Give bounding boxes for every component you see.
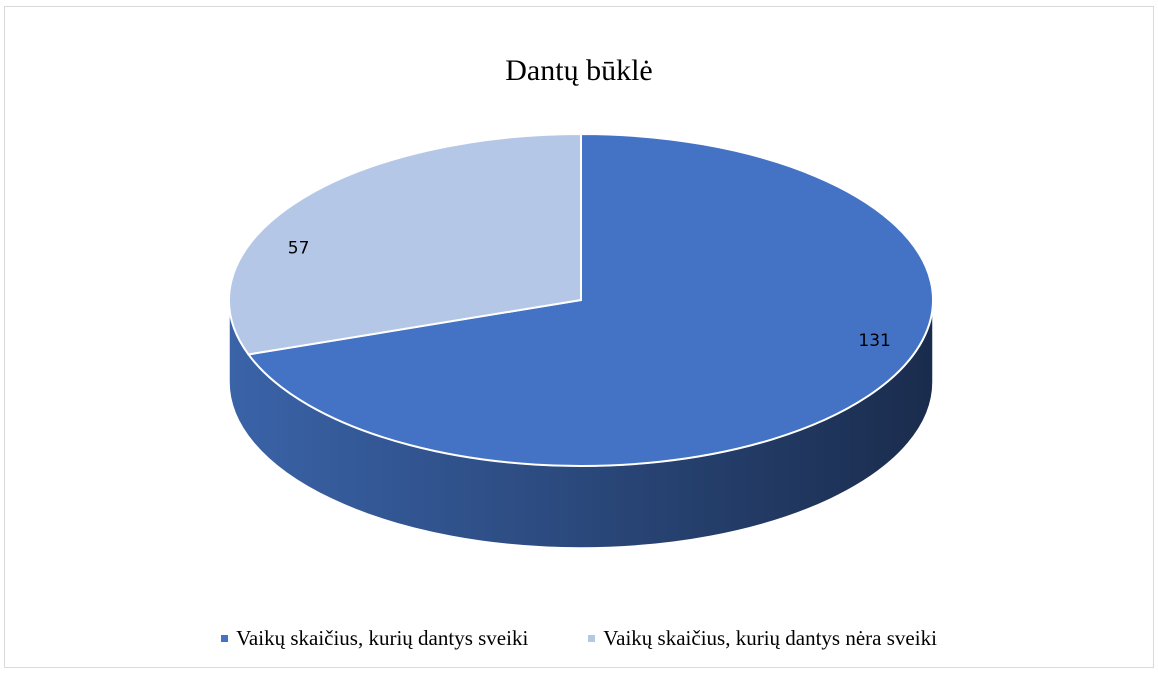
chart-title: Dantų būklė xyxy=(505,54,653,87)
legend-swatch-unhealthy xyxy=(588,635,596,642)
legend-item-unhealthy: Vaikų skaičius, kurių dantys nėra sveiki xyxy=(588,626,937,651)
legend-swatch-healthy xyxy=(221,635,229,642)
pie-slice-unhealthy xyxy=(228,132,582,356)
chart-legend: Vaikų skaičius, kurių dantys sveiki Vaik… xyxy=(0,626,1158,651)
legend-item-healthy: Vaikų skaičius, kurių dantys sveiki xyxy=(221,626,528,651)
data-label-unhealthy: 57 xyxy=(288,239,310,259)
pie-slice-healthy xyxy=(246,132,934,467)
legend-label-unhealthy: Vaikų skaičius, kurių dantys nėra sveiki xyxy=(603,626,937,650)
data-label-healthy: 131 xyxy=(858,331,890,351)
legend-label-healthy: Vaikų skaičius, kurių dantys sveiki xyxy=(236,626,529,650)
